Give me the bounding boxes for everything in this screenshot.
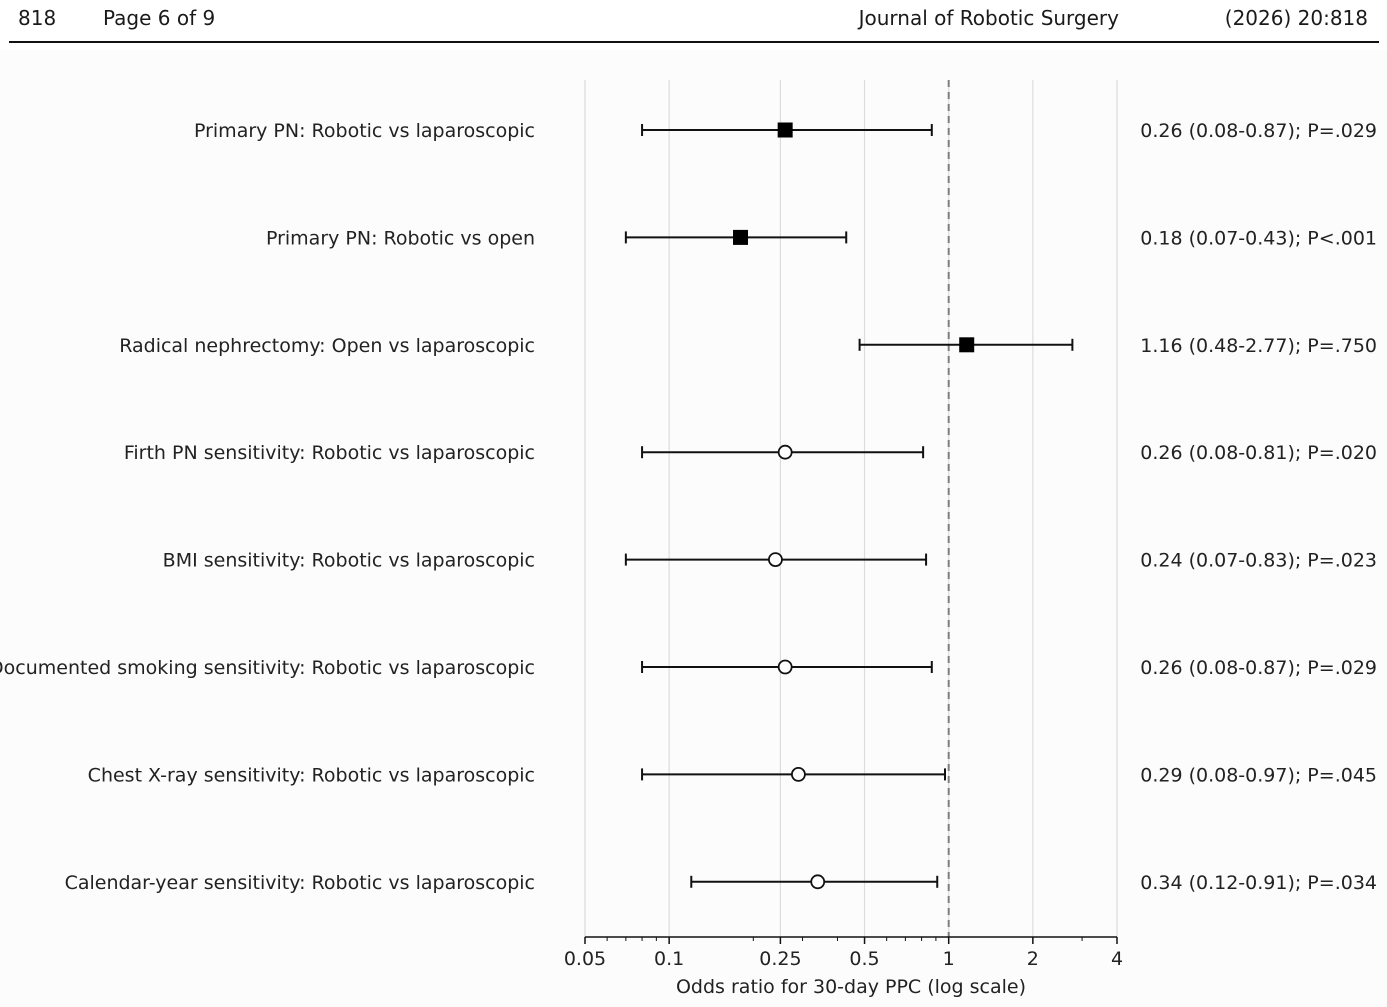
- x-tick-label: 0.5: [849, 948, 879, 970]
- forest-row: BMI sensitivity: Robotic vs laparoscopic…: [163, 550, 1377, 572]
- row-label: Calendar-year sensitivity: Robotic vs la…: [65, 872, 535, 894]
- row-label: Primary PN: Robotic vs open: [266, 227, 535, 249]
- page-of-label: Page 6 of 9: [103, 6, 216, 30]
- x-tick-label: 0.05: [564, 948, 606, 970]
- x-axis: 0.05 0.1 0.25 0.5 1 2 4: [564, 936, 1123, 970]
- row-label: Radical nephrectomy: Open vs laparoscopi…: [119, 335, 535, 357]
- row-label: Primary PN: Robotic vs laparoscopic: [194, 120, 535, 142]
- row-annotation: 0.26 (0.08-0.87); P=.029: [1140, 120, 1377, 142]
- row-annotation: 0.34 (0.12-0.91); P=.034: [1140, 872, 1377, 894]
- x-tick-label: 1: [943, 948, 955, 970]
- row-annotation: 0.26 (0.08-0.87); P=.029: [1140, 657, 1377, 679]
- forest-row: Documented smoking sensitivity: Robotic …: [0, 657, 1377, 679]
- x-tick-label: 2: [1027, 948, 1039, 970]
- forest-row: Chest X-ray sensitivity: Robotic vs lapa…: [88, 764, 1377, 786]
- row-annotation: 0.29 (0.08-0.97); P=.045: [1140, 764, 1377, 786]
- point-estimate-circle: [768, 552, 783, 568]
- row-annotation: 0.24 (0.07-0.83); P=.023: [1140, 550, 1377, 572]
- forest-row: Calendar-year sensitivity: Robotic vs la…: [65, 872, 1377, 894]
- forest-row: Firth PN sensitivity: Robotic vs laparos…: [124, 442, 1377, 464]
- citation: (2026) 20:818: [1224, 6, 1368, 30]
- point-estimate-circle: [810, 874, 826, 890]
- row-label: Documented smoking sensitivity: Robotic …: [0, 657, 535, 679]
- forest-row: Radical nephrectomy: Open vs laparoscopi…: [119, 335, 1377, 357]
- plot-background: [0, 50, 1387, 1007]
- row-annotation: 1.16 (0.48-2.77); P=.750: [1140, 335, 1377, 357]
- page-number: 818: [18, 6, 57, 30]
- grid-layer: [584, 80, 1118, 937]
- x-axis-label: Odds ratio for 30-day PPC (log scale): [676, 976, 1026, 998]
- row-annotation: 0.18 (0.07-0.43); P<.001: [1140, 227, 1377, 249]
- point-estimate-circle: [777, 444, 793, 460]
- header-rule: [9, 41, 1379, 43]
- page-header: 818 Page 6 of 9 Journal of Robotic Surge…: [0, 0, 1387, 44]
- forest-row: Primary PN: Robotic vs laparoscopic 0.26 …: [194, 120, 1377, 142]
- point-estimate-square: [959, 337, 975, 353]
- row-label: Chest X-ray sensitivity: Robotic vs lapa…: [88, 764, 535, 786]
- x-tick-label: 0.25: [759, 948, 801, 970]
- rows-layer: Primary PN: Robotic vs laparoscopic 0.26 …: [0, 120, 1377, 894]
- journal-title: Journal of Robotic Surgery: [858, 6, 1119, 30]
- point-estimate-circle: [791, 767, 806, 782]
- forest-plot: Primary PN: Robotic vs laparoscopic 0.26 …: [0, 50, 1387, 1007]
- point-estimate-circle: [777, 659, 793, 675]
- point-estimate-square: [777, 122, 793, 138]
- point-estimate-square: [733, 229, 749, 245]
- row-label: Firth PN sensitivity: Robotic vs laparos…: [124, 442, 535, 464]
- x-tick-label: 0.1: [654, 948, 684, 970]
- x-tick-label: 4: [1111, 948, 1123, 970]
- row-annotation: 0.26 (0.08-0.81); P=.020: [1140, 442, 1377, 464]
- row-label: BMI sensitivity: Robotic vs laparoscopic: [163, 550, 535, 572]
- forest-row: Primary PN: Robotic vs open 0.18 (0.07-0.…: [266, 227, 1377, 249]
